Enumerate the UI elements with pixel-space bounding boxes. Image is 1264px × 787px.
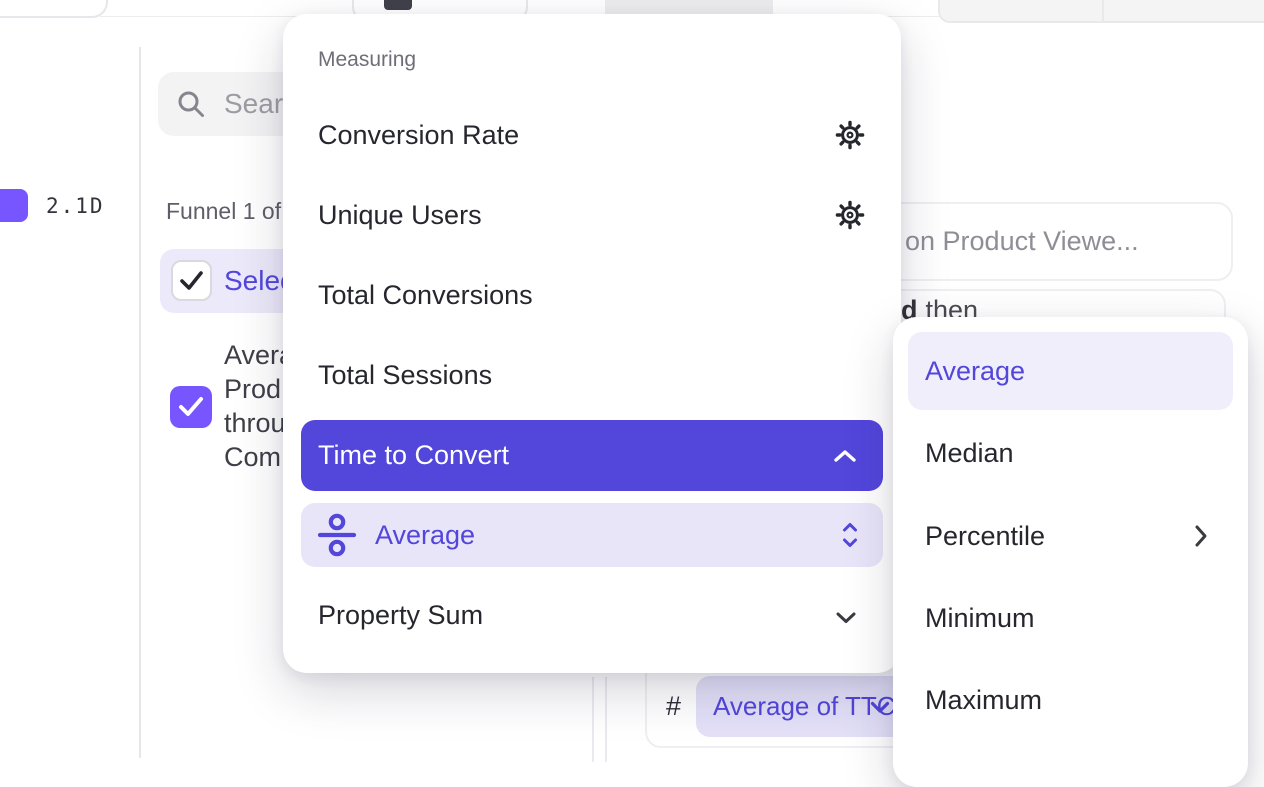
chart-axis-value: 2.1D — [46, 194, 105, 218]
measuring-dropdown-panel: Measuring Conversion Rate Unique Users — [283, 14, 901, 673]
metric-description: Avera Prod throu Com — [224, 338, 294, 474]
chevron-right-icon — [1193, 523, 1209, 554]
submenu-item-percentile[interactable]: Percentile — [925, 521, 1046, 551]
menu-item-time-to-convert-selected[interactable]: Time to Convert — [301, 420, 883, 491]
selected-item-label: Time to Convert — [318, 440, 510, 470]
menu-item-conversion-rate[interactable]: Conversion Rate — [318, 120, 520, 150]
menu-section-title: Measuring — [318, 48, 417, 71]
funnel-builder-screen: { "colors": { "accent_indigo": "#5246DB"… — [0, 0, 1264, 762]
funnel-counter-label: Funnel 1 of — [166, 198, 282, 224]
metric-description-line: Avera — [224, 340, 295, 370]
metric-checkbox-checked[interactable] — [170, 386, 212, 428]
chevron-up-icon — [833, 449, 857, 468]
menu-item-unique-users[interactable]: Unique Users — [318, 200, 482, 230]
menu-item-total-conversions[interactable]: Total Conversions — [318, 280, 533, 310]
funnel-step-card[interactable] — [868, 202, 1233, 281]
metric-pill-label: Average of TTC — [713, 691, 896, 721]
settings-gear-icon[interactable] — [835, 120, 865, 155]
aggregation-selected-label: Average — [375, 520, 476, 550]
submenu-item-minimum[interactable]: Minimum — [925, 603, 1035, 633]
aggregation-selector-row[interactable]: Average — [301, 503, 883, 567]
average-divide-icon — [317, 513, 357, 562]
metric-description-line: Prod — [224, 374, 282, 404]
metric-description-line: throu — [224, 408, 286, 438]
numeric-type-prefix: # — [666, 691, 682, 721]
menu-item-property-sum[interactable]: Property Sum — [318, 600, 484, 630]
settings-gear-icon[interactable] — [835, 200, 865, 235]
partial-button-group-top-right[interactable] — [938, 0, 1264, 23]
partial-card-top-left — [0, 0, 108, 18]
submenu-item-median[interactable]: Median — [925, 438, 1014, 468]
submenu-item-average-selected[interactable]: Average — [908, 332, 1233, 410]
metric-description-line: Com — [224, 442, 282, 472]
panel-divider-left — [139, 47, 141, 758]
step-checkbox-checked[interactable] — [171, 260, 212, 301]
chart-bar-fragment — [0, 189, 28, 222]
column-divider-a — [592, 677, 594, 762]
funnel-step-event-label[interactable]: on Product Viewe... — [905, 226, 1139, 256]
search-placeholder: Sear — [224, 88, 284, 119]
menu-item-total-sessions[interactable]: Total Sessions — [318, 360, 493, 390]
button-group-divider — [1102, 0, 1104, 21]
chevron-up-down-icon — [841, 520, 859, 555]
column-divider-b — [605, 677, 607, 762]
submenu-item-maximum[interactable]: Maximum — [925, 685, 1043, 715]
aggregation-submenu-panel: Average Median Percentile Minimum Maximu… — [893, 317, 1248, 787]
step-link-label[interactable]: Selec — [224, 265, 295, 296]
toolbar-control-fragment — [384, 0, 412, 10]
chevron-down-icon — [835, 611, 857, 629]
search-icon — [176, 89, 206, 124]
submenu-selected-label: Average — [925, 356, 1026, 386]
metric-pill-dropdown[interactable]: Average of TTC — [696, 676, 908, 737]
chevron-down-icon — [870, 701, 890, 719]
